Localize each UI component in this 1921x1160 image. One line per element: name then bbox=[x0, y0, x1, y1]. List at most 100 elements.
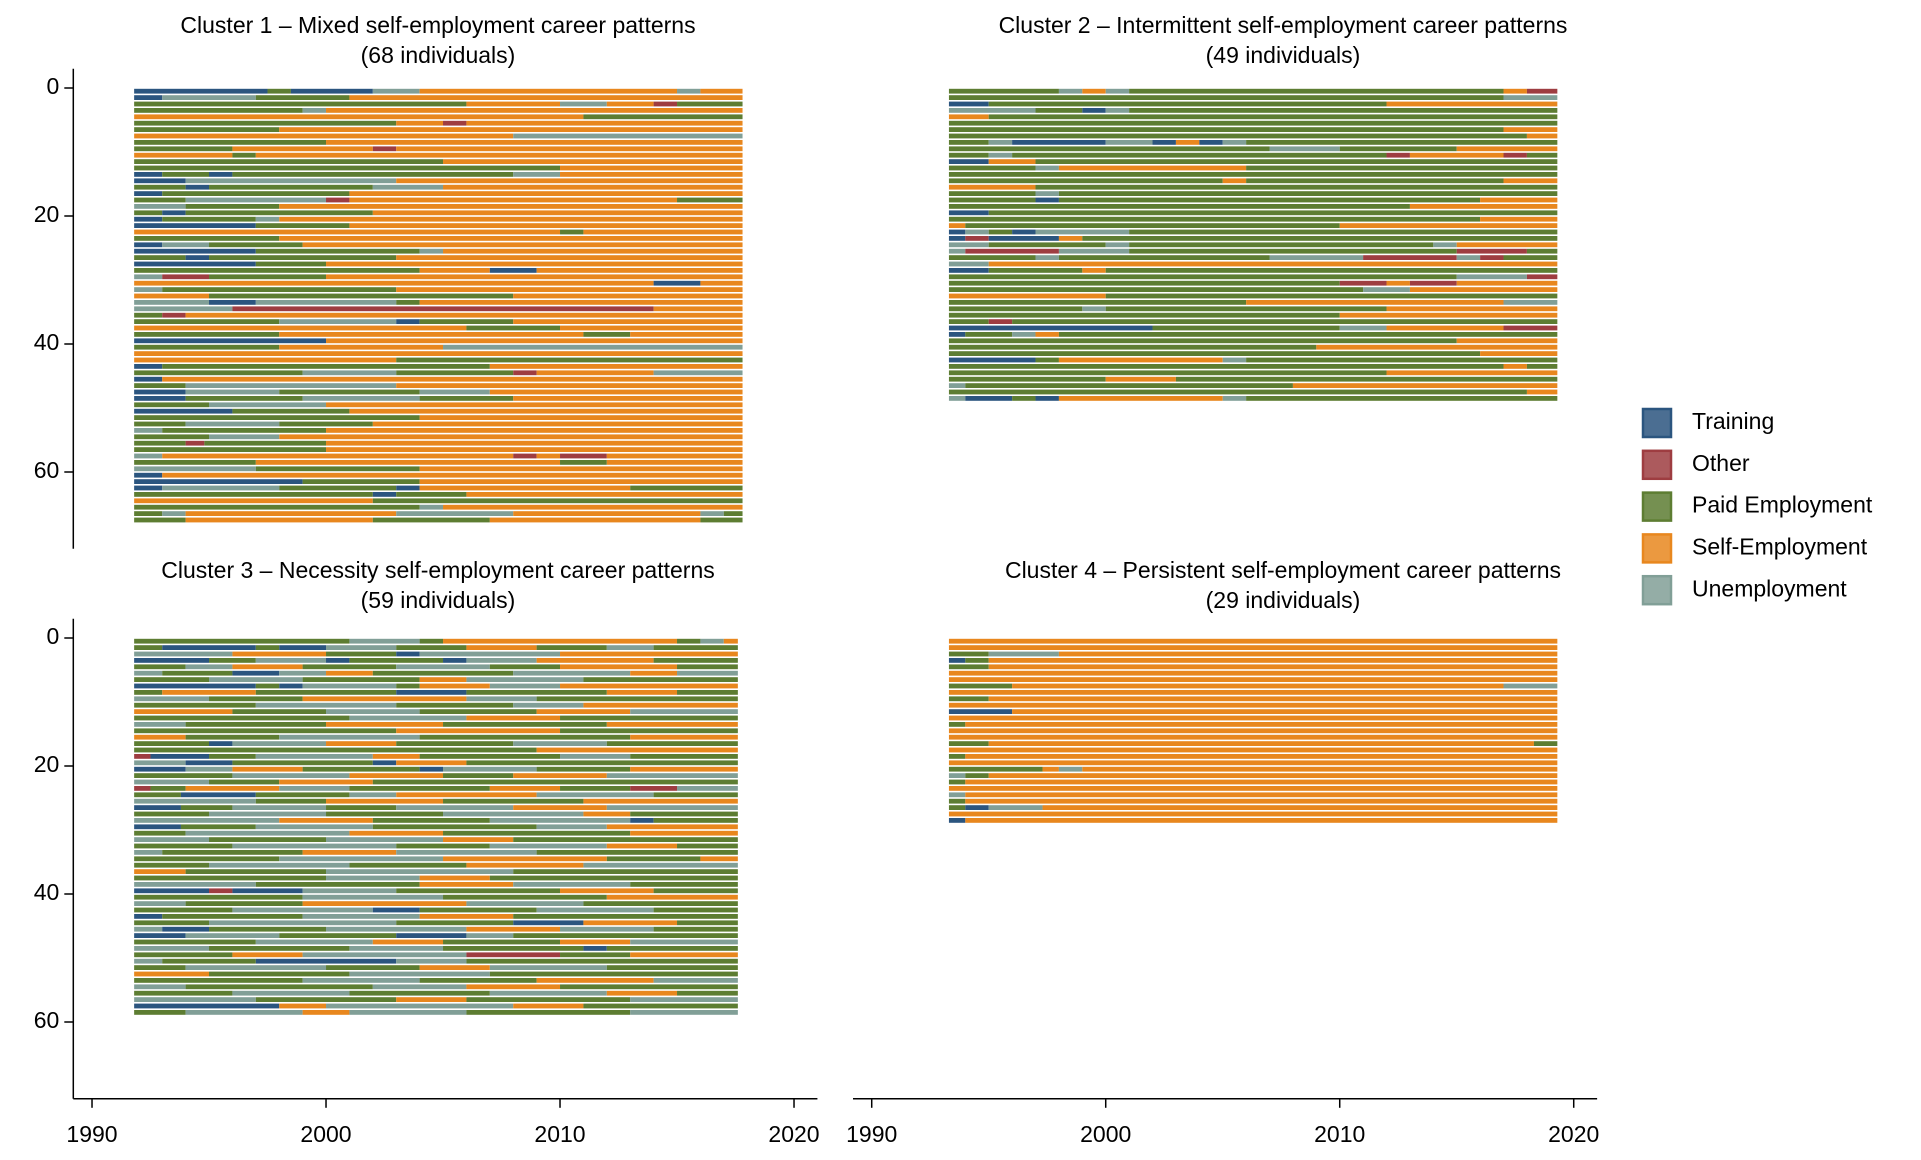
sequence-spell bbox=[349, 990, 490, 996]
sequence-spell bbox=[396, 702, 514, 708]
sequence-spell bbox=[653, 645, 738, 650]
sequence-spell bbox=[443, 766, 537, 772]
sequence-spell bbox=[372, 754, 420, 759]
sequence-spell bbox=[134, 389, 186, 395]
sequence-spell bbox=[1503, 127, 1558, 132]
sequence-spell bbox=[443, 894, 607, 900]
sequence-spell bbox=[255, 152, 743, 158]
sequence-spell bbox=[419, 766, 444, 772]
sequence-spell bbox=[513, 837, 738, 842]
sequence-spell bbox=[560, 715, 738, 721]
sequence-spell bbox=[134, 287, 163, 292]
sequence-spell bbox=[134, 862, 210, 868]
sequence-spell bbox=[630, 830, 738, 836]
sequence-spell bbox=[1386, 152, 1410, 158]
legend-label: Unemployment bbox=[1692, 575, 1847, 601]
sequence-spell bbox=[185, 210, 373, 216]
sequence-spell bbox=[134, 850, 163, 855]
sequence-spell bbox=[396, 843, 490, 849]
sequence-spell bbox=[255, 754, 373, 759]
sequence-spell bbox=[232, 172, 514, 177]
sequence-spell bbox=[948, 204, 1410, 209]
sequence-spell bbox=[134, 882, 256, 887]
sequence-spell bbox=[185, 933, 280, 938]
sequence-spell bbox=[279, 645, 327, 650]
sequence-spell bbox=[653, 888, 738, 894]
sequence-spell bbox=[948, 95, 1504, 100]
sequence-spell bbox=[255, 824, 373, 830]
sequence-spell bbox=[536, 370, 654, 376]
sequence-spell bbox=[302, 850, 397, 855]
sequence-spell bbox=[134, 920, 210, 926]
sequence-spell bbox=[209, 274, 327, 280]
sequence-spell bbox=[209, 677, 303, 682]
sequence-spell bbox=[419, 683, 490, 689]
sequence-spell bbox=[560, 984, 738, 990]
sequence-spell bbox=[349, 191, 743, 196]
sequence-spell bbox=[583, 702, 738, 708]
sequence-spell bbox=[396, 888, 561, 894]
sequence-spell bbox=[232, 146, 373, 152]
sequence-spell bbox=[255, 882, 420, 887]
sequence-spell bbox=[560, 172, 743, 177]
sequence-spell bbox=[279, 856, 444, 862]
sequence-spell bbox=[948, 133, 1527, 139]
sequence-spell bbox=[396, 255, 743, 260]
sequence-spell bbox=[1035, 332, 1059, 337]
sequence-spell bbox=[419, 677, 467, 682]
sequence-spell bbox=[134, 843, 233, 849]
sequence-spell bbox=[326, 274, 743, 280]
sequence-spell bbox=[677, 664, 738, 670]
x-tick-label: 2000 bbox=[300, 1121, 351, 1147]
sequence-spell bbox=[948, 300, 1247, 305]
sequence-spell bbox=[396, 651, 420, 657]
sequence-spell bbox=[677, 843, 738, 849]
sequence-spell bbox=[513, 133, 743, 139]
sequence-spell bbox=[489, 990, 607, 996]
sequence-spell bbox=[948, 338, 1457, 344]
sequence-spell bbox=[279, 204, 743, 209]
sequence-spell bbox=[396, 178, 743, 184]
sequence-spell bbox=[489, 818, 631, 823]
sequence-spell bbox=[419, 882, 514, 887]
sequence-spell bbox=[255, 939, 373, 945]
sequence-spell bbox=[583, 677, 738, 682]
sequence-spell bbox=[134, 319, 280, 324]
legend-label: Other bbox=[1692, 450, 1750, 476]
sequence-spell bbox=[209, 837, 327, 842]
y-tick-label: 0 bbox=[47, 623, 60, 649]
sequence-spell bbox=[396, 146, 743, 152]
sequence-spell bbox=[1339, 312, 1558, 318]
sequence-spell bbox=[349, 862, 467, 868]
sequence-spell bbox=[948, 760, 1558, 766]
sequence-spell bbox=[134, 184, 186, 190]
sequence-spell bbox=[1035, 255, 1059, 260]
sequence-spell bbox=[255, 683, 280, 689]
sequence-spell bbox=[988, 696, 1558, 702]
sequence-spell bbox=[134, 504, 420, 510]
sequence-spell bbox=[583, 920, 678, 926]
sequence-spell bbox=[162, 210, 186, 216]
sequence-spell bbox=[948, 216, 1481, 222]
sequence-spell bbox=[255, 658, 327, 663]
sequence-spell bbox=[209, 741, 233, 746]
sequence-spell bbox=[583, 229, 743, 235]
sequence-spell bbox=[1222, 178, 1247, 184]
sequence-spell bbox=[1456, 280, 1558, 286]
sequence-spell bbox=[134, 255, 186, 260]
sequence-spell bbox=[396, 792, 537, 798]
sequence-spell bbox=[134, 120, 397, 126]
sequence-spell bbox=[653, 907, 738, 913]
sequence-spell bbox=[653, 792, 738, 798]
sequence-spell bbox=[279, 344, 444, 350]
sequence-spell bbox=[988, 268, 1083, 273]
sequence-spell bbox=[700, 638, 724, 644]
sequence-spell bbox=[180, 792, 256, 798]
sequence-spell bbox=[948, 108, 1036, 113]
panel-title: Cluster 2 – Intermittent self-employment… bbox=[999, 12, 1568, 38]
sequence-spell bbox=[134, 907, 233, 913]
sequence-spell bbox=[606, 843, 678, 849]
legend-label: Training bbox=[1692, 408, 1774, 434]
sequence-spell bbox=[606, 741, 738, 746]
